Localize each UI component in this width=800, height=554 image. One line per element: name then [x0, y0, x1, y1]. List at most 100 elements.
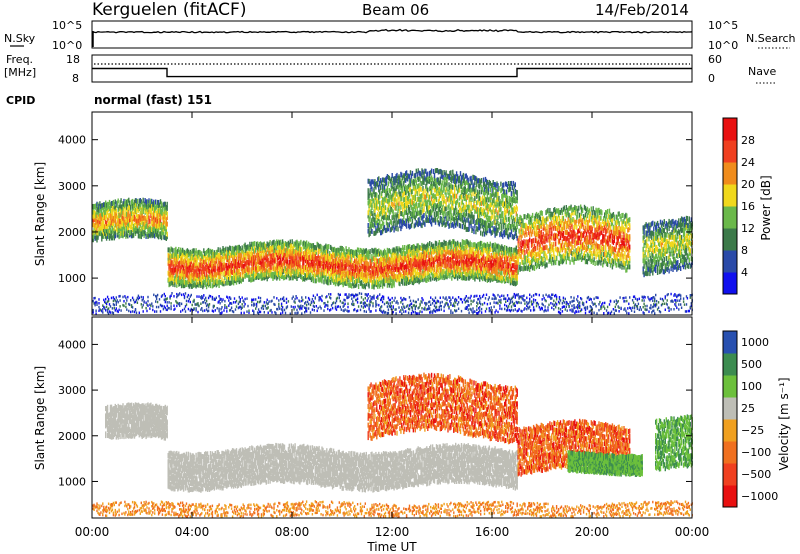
- data-cell: [471, 197, 472, 202]
- data-cell: [403, 215, 404, 220]
- data-cell: [155, 200, 156, 205]
- data-cell: [397, 227, 398, 232]
- data-cell: [368, 188, 369, 193]
- data-cell: [399, 281, 400, 286]
- data-cell: [460, 171, 461, 176]
- data-cell: [123, 212, 124, 217]
- data-cell: [444, 212, 445, 217]
- noise-panel: N.Sky 10^5 10^0 10^5 10^0 N.Search: [4, 19, 796, 52]
- data-cell: [371, 203, 372, 208]
- freq-left-label-top: Freq.: [6, 53, 33, 66]
- data-cell: [368, 284, 369, 289]
- data-cell: [452, 185, 453, 190]
- data-cell: [218, 247, 219, 252]
- data-cell: [378, 176, 379, 181]
- data-cell: [456, 194, 457, 199]
- data-cell: [393, 210, 394, 215]
- data-cell: [167, 222, 168, 227]
- noise-left-tick-top: 10^5: [52, 19, 82, 32]
- data-cell: [404, 245, 405, 250]
- data-cell: [409, 193, 410, 198]
- data-cell: [425, 271, 426, 276]
- data-cell: [423, 189, 424, 194]
- data-cell: [473, 215, 474, 220]
- data-cell: [391, 220, 392, 225]
- data-cell: [358, 284, 359, 289]
- data-cell: [429, 195, 430, 200]
- data-cell: [454, 189, 455, 194]
- data-cell: [161, 235, 162, 240]
- data-cell: [435, 216, 436, 221]
- data-cell: [471, 179, 472, 184]
- data-cell: [479, 190, 480, 195]
- noise-trace: [92, 30, 692, 48]
- data-cell: [442, 180, 443, 185]
- data-cell: [434, 212, 435, 217]
- data-cell: [269, 240, 270, 245]
- data-cell: [474, 196, 475, 201]
- noise-left-label: N.Sky: [4, 32, 36, 45]
- data-cell: [450, 170, 451, 175]
- data-cell: [446, 178, 447, 183]
- data-cell: [436, 197, 437, 202]
- data-cell: [373, 187, 374, 192]
- data-cell: [127, 234, 128, 239]
- data-cell: [116, 208, 117, 213]
- data-cell: [398, 214, 399, 219]
- data-cell: [388, 181, 389, 186]
- data-cell: [254, 241, 255, 246]
- frequency-panel: Freq. [MHz] 18 8 60 0 Nave: [4, 53, 776, 85]
- data-cell: [300, 240, 301, 245]
- data-cell: [379, 220, 380, 225]
- data-cell: [240, 272, 241, 277]
- data-cell: [468, 227, 469, 232]
- data-cell: [316, 278, 317, 283]
- data-cell: [511, 247, 512, 252]
- data-cell: [398, 201, 399, 206]
- data-cell: [167, 232, 168, 237]
- data-cell: [483, 254, 484, 259]
- data-cell: [406, 224, 407, 229]
- data-cell: [174, 282, 175, 287]
- data-cell: [172, 260, 173, 265]
- data-cell: [394, 221, 395, 226]
- data-cell: [161, 201, 162, 206]
- data-cell: [379, 201, 380, 206]
- cpid-value: normal (fast) 151: [94, 93, 212, 107]
- data-cell: [480, 231, 481, 236]
- data-cell: [445, 241, 446, 246]
- freq-left-tick-bottom: 8: [72, 72, 79, 85]
- data-cell: [478, 250, 479, 255]
- data-cell: [470, 219, 471, 224]
- data-cell: [468, 178, 469, 183]
- data-cell: [460, 223, 461, 228]
- data-cell: [376, 193, 377, 198]
- data-cell: [249, 267, 250, 272]
- station-title: Kerguelen (fitACF): [92, 0, 246, 20]
- data-cell: [172, 248, 173, 253]
- data-cell: [490, 242, 491, 247]
- noise-left-tick-bottom: 10^0: [52, 39, 82, 52]
- data-cell: [457, 198, 458, 203]
- power-heatmap: [93, 168, 693, 315]
- data-cell: [449, 223, 450, 228]
- freq-right-tick-bottom: 0: [708, 72, 715, 85]
- data-cell: [459, 176, 460, 181]
- data-cell: [379, 194, 380, 199]
- data-cell: [387, 186, 388, 191]
- data-cell: [245, 255, 246, 260]
- data-cell: [416, 201, 417, 206]
- data-cell: [473, 229, 474, 234]
- data-cell: [371, 187, 372, 192]
- data-cell: [118, 199, 119, 204]
- data-cell: [380, 185, 381, 190]
- data-cell: [431, 169, 432, 174]
- data-cell: [415, 173, 416, 178]
- data-cell: [417, 191, 418, 196]
- noise-right-tick-bottom: 10^0: [708, 39, 738, 52]
- noise-right-label: N.Search: [746, 32, 796, 45]
- data-cell: [504, 245, 505, 250]
- data-cell: [167, 212, 168, 217]
- data-cell: [427, 188, 428, 193]
- radar-summary-plot: Kerguelen (fitACF) Beam 06 14/Feb/2014 N…: [0, 0, 800, 554]
